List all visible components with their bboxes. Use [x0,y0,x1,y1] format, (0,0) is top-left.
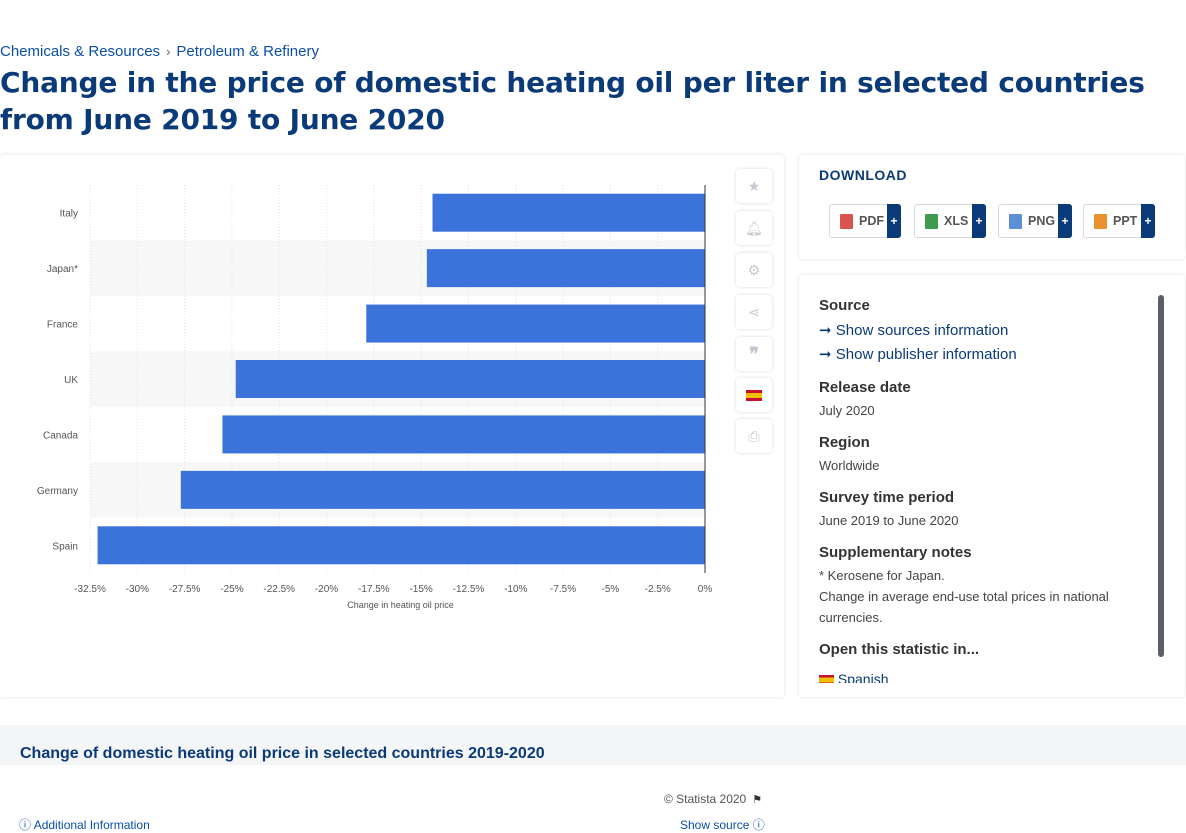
pdf-plus-icon[interactable]: + [887,204,901,238]
category-label: Germany [37,486,78,497]
breadcrumb-item-petroleum[interactable]: Petroleum & Refinery [176,43,319,60]
x-tick-label: -7.5% [550,584,576,595]
info-icon: ⓘ [752,818,765,832]
region-value: Worldwide [819,458,880,473]
region-heading: Region [819,434,870,451]
xls-plus-icon[interactable]: + [972,204,986,238]
show-source-link[interactable]: Show source ⓘ [680,818,765,832]
category-label: Canada [43,430,78,441]
download-heading: DOWNLOAD [819,167,907,183]
breadcrumb-item-chemicals[interactable]: Chemicals & Resources [0,43,161,60]
category-label: Japan* [47,264,78,275]
supplementary-notes-heading: Supplementary notes [819,544,972,561]
report-flag-icon[interactable]: ⚑ [752,794,763,806]
note-prices: Change in average end-use total prices i… [819,589,1109,625]
png-plus-icon[interactable]: + [1058,204,1072,238]
statistic-details-panel: Source ➞ Show sources information ➞ Show… [799,275,1185,697]
release-date-heading: Release date [819,379,911,396]
release-date-value: July 2020 [819,403,875,418]
arrow-right-icon: ➞ [819,346,832,363]
download-panel: DOWNLOAD PDF + XLS + PNG + PPT + [799,155,1185,259]
flag-es-icon[interactable] [736,378,772,412]
x-tick-label: -25% [220,584,243,595]
source-heading: Source [819,297,870,314]
related-section [0,725,1186,765]
bar-chart: -32.5% -30% -27.5% -25% -22.5% -20% -17.5% -15%… [37,185,713,610]
open-in-spanish-link[interactable]: Spanish [819,671,1149,683]
ppt-file-icon [1094,213,1107,229]
x-tick-label: -32.5% [74,584,106,595]
download-png-button[interactable]: PNG + [998,204,1072,238]
bar-japan [426,249,705,288]
x-tick-label: -17.5% [358,584,390,595]
x-tick-label: -10% [504,584,527,595]
chart-panel: -32.5% -30% -27.5% -25% -22.5% -20% -17.5% -15%… [0,155,784,832]
page-title: Change in the price of domestic heating … [0,66,1145,136]
ppt-plus-icon[interactable]: + [1141,204,1155,238]
bar-canada [222,415,705,454]
bar-france [366,304,705,343]
bar-spain [97,526,706,565]
download-pdf-button[interactable]: PDF + [829,204,901,238]
download-ppt-label: PPT [1113,214,1138,228]
share-icon[interactable]: ⋖ [736,295,772,329]
download-png-label: PNG [1028,214,1056,228]
download-xls-label: XLS [944,214,969,228]
survey-period-heading: Survey time period [819,489,955,506]
bar-uk [235,360,705,398]
scrollbar[interactable] [1158,295,1164,657]
bar-germany [180,470,706,509]
download-ppt-button[interactable]: PPT + [1083,204,1155,238]
quote-icon[interactable]: ❞ [736,337,772,371]
favorite-star-icon[interactable]: ★ [736,169,772,203]
info-icon: ⓘ [19,818,32,832]
x-tick-label: -5% [601,584,619,595]
survey-period-value: June 2019 to June 2020 [819,513,959,528]
show-publisher-link[interactable]: ➞ Show publisher information [819,346,1017,363]
open-statistic-heading: Open this statistic in... [819,641,980,658]
png-file-icon [1009,213,1022,229]
download-pdf-label: PDF [859,214,884,228]
breadcrumb: Chemicals & Resources › Petroleum & Refi… [0,43,319,60]
x-tick-label: -27.5% [169,584,201,595]
category-label: Italy [60,209,78,220]
download-xls-button[interactable]: XLS + [914,204,986,238]
category-label: France [47,320,79,331]
x-tick-label: -15% [409,584,432,595]
bar-italy [432,193,705,232]
related-chart-title: Change of domestic heating oil price in … [20,745,545,762]
copyright-text: © Statista 2020 ⚑ [664,792,763,806]
show-sources-link[interactable]: ➞ Show sources information [819,322,1009,339]
x-tick-label: -20% [315,584,338,595]
arrow-right-icon: ➞ [819,322,832,339]
x-tick-label: -2.5% [645,584,671,595]
note-kerosene: * Kerosene for Japan. [819,568,945,583]
category-label: UK [64,375,78,386]
x-axis-title: Change in heating oil price [347,600,454,610]
bell-icon[interactable]: 🔔︎ [736,211,772,245]
category-label: Spain [52,541,78,552]
additional-information-link[interactable]: ⓘ Additional Information [19,818,150,832]
gear-icon[interactable]: ⚙ [736,253,772,287]
print-icon[interactable]: ⎙ [736,419,772,453]
flag-es-icon [819,675,834,683]
breadcrumb-separator: › [166,44,171,59]
x-tick-label: 0% [698,584,713,595]
x-tick-label: -22.5% [263,584,295,595]
xls-file-icon [925,213,938,229]
pdf-file-icon [840,213,853,229]
x-tick-label: -30% [126,584,149,595]
x-tick-label: -12.5% [453,584,485,595]
